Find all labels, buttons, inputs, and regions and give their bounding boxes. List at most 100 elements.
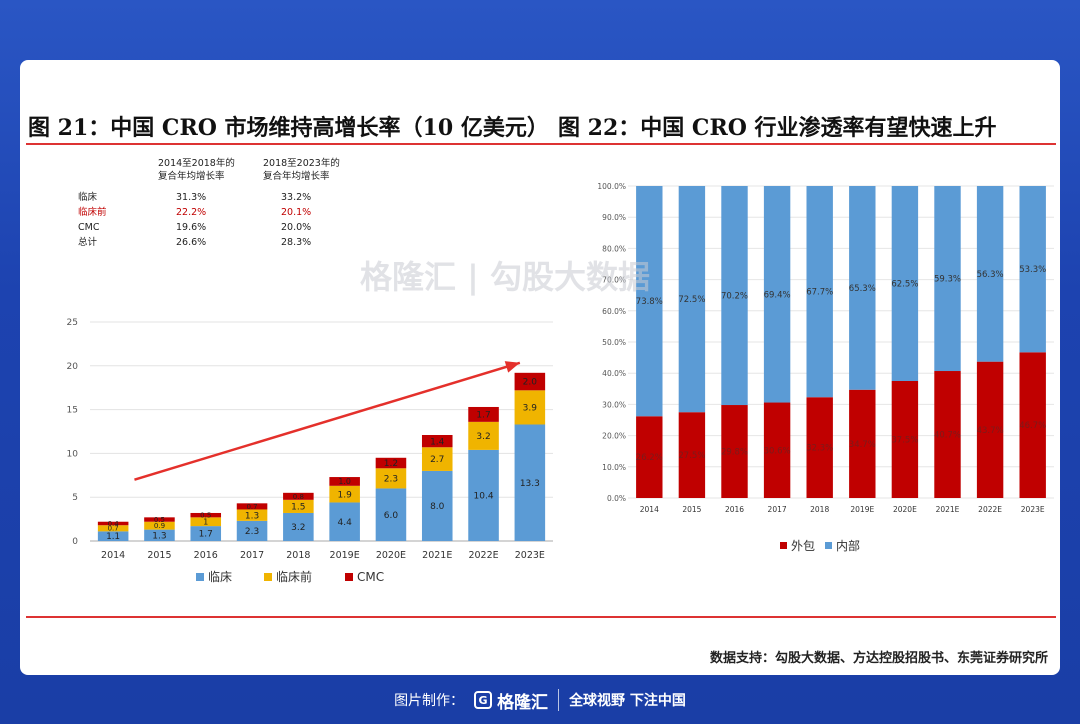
bar-segment — [976, 186, 1004, 362]
bar-segment — [1019, 352, 1046, 498]
x-tick-label: 2022E — [978, 505, 1002, 514]
cagr-value: 26.6% — [176, 237, 206, 248]
cagr-value: 33.2% — [281, 192, 311, 203]
y-tick-label: 30.0% — [602, 400, 626, 409]
bar-data-label: 2.0 — [523, 378, 538, 388]
y-tick-label: 40.0% — [602, 369, 626, 378]
bar-data-label: 43.7% — [977, 426, 1004, 436]
legend-swatch — [825, 542, 832, 549]
bar-segment — [190, 517, 222, 527]
left-chart-title: 图 21：中国 CRO 市场维持高增长率（10 亿美元） — [28, 115, 549, 141]
bar-data-label: 0.5 — [200, 512, 211, 520]
bar-data-label: 0.9 — [154, 521, 165, 530]
bar-data-label: 1 — [203, 517, 208, 526]
y-tick-label: 70.0% — [602, 276, 626, 285]
x-tick-label: 2014 — [640, 505, 659, 514]
y-tick-label: 80.0% — [602, 244, 626, 253]
bar-data-label: 1.1 — [106, 532, 120, 542]
bar-segment — [934, 186, 961, 372]
legend-swatch — [780, 542, 787, 549]
bar-segment — [329, 477, 360, 486]
y-tick-label: 0.0% — [607, 494, 626, 503]
x-tick-label: 2019E — [850, 505, 874, 514]
bar-segment — [514, 372, 546, 391]
bar-segment — [236, 503, 268, 510]
bar-segment — [468, 421, 499, 450]
report-card: 图 21：中国 CRO 市场维持高增长率（10 亿美元） 图 22：中国 CRO… — [20, 60, 1060, 675]
x-tick-label: 2021E — [422, 550, 452, 561]
title-divider — [26, 143, 1056, 145]
bar-segment — [144, 529, 175, 541]
bar-segment — [421, 470, 453, 541]
bar-data-label: 1.2 — [384, 459, 398, 469]
cagr-row-label: CMC — [78, 222, 100, 233]
x-tick-label: 2019E — [330, 550, 360, 561]
bar-segment — [97, 521, 129, 526]
legend-swatch — [196, 573, 204, 581]
bar-data-label: 1.4 — [430, 437, 445, 447]
y-tick-label: 90.0% — [602, 213, 626, 222]
bar-data-label: 3.2 — [291, 523, 305, 533]
legend-label: 临床前 — [276, 569, 312, 584]
bar-segment — [891, 381, 919, 498]
bar-data-label: 70.2% — [721, 292, 748, 302]
bar-segment — [236, 520, 268, 541]
bar-segment — [721, 186, 748, 406]
bar-data-label: 72.5% — [678, 295, 705, 305]
y-tick-label: 20.0% — [602, 432, 626, 441]
bar-data-label: 4.4 — [337, 518, 352, 528]
cagr-value: 20.1% — [281, 207, 311, 218]
x-tick-label: 2023E — [515, 550, 545, 561]
legend-label: CMC — [357, 570, 384, 584]
bar-segment — [97, 525, 129, 532]
trend-arrow-line — [134, 361, 521, 481]
penetration-chart: 0.0% 10.0% 20.0% 30.0% 40.0% 50.0% 60.0% 70.0% 8… — [597, 182, 1054, 553]
bar-data-label: 3.2 — [476, 432, 490, 442]
slogan: 全球视野 下注中国 — [569, 693, 686, 709]
bar-data-label: 26.2% — [636, 453, 663, 463]
y-tick-label: 10.0% — [602, 463, 626, 472]
made-by-label: 图片制作： — [394, 693, 465, 709]
watermark: 格隆汇 | 勾股大数据 — [360, 258, 650, 296]
bar-segment — [421, 447, 453, 471]
y-tick-label: 100.0% — [597, 182, 626, 191]
bar-data-label: 13.3 — [520, 479, 540, 489]
trend-arrow-head — [504, 361, 520, 373]
footer-bar: 图片制作： G 格隆汇 全球视野 下注中国 — [0, 688, 1080, 713]
y-tick-label: 5 — [72, 493, 78, 503]
x-tick-label: 2022E — [468, 550, 498, 561]
bar-segment — [678, 186, 706, 413]
x-tick-label: 2016 — [725, 505, 744, 514]
bar-segment — [468, 406, 499, 422]
cagr-value: 31.3% — [176, 192, 206, 203]
bar-segment — [806, 397, 833, 498]
x-tick-label: 2020E — [893, 505, 917, 514]
bar-data-label: 1.0 — [338, 477, 351, 486]
bar-data-label: 46.7% — [1019, 421, 1046, 431]
bar-data-label: 73.8% — [636, 297, 663, 307]
footer-separator — [558, 689, 560, 711]
bar-segment — [144, 521, 175, 530]
brand-logo: G 格隆汇 — [474, 688, 548, 713]
bar-segment — [849, 186, 876, 390]
bar-segment — [468, 449, 499, 541]
y-tick-label: 15 — [67, 406, 78, 416]
cagr-header: 2014至2018年的 — [158, 157, 235, 169]
bar-data-label: 27.5% — [678, 451, 705, 461]
bar-data-label: 0.7 — [246, 503, 257, 511]
bar-data-label: 1.7 — [476, 411, 490, 421]
x-tick-label: 2018 — [286, 550, 310, 561]
bar-data-label: 65.3% — [849, 284, 876, 294]
bar-data-label: 2.3 — [384, 475, 398, 485]
bar-data-label: 2.3 — [245, 527, 259, 537]
bar-data-label: 8.0 — [430, 502, 445, 512]
bar-segment — [514, 424, 546, 541]
legend-label: 临床 — [208, 570, 232, 584]
bar-segment — [678, 412, 706, 498]
cagr-header: 复合年均增长率 — [158, 170, 225, 182]
bar-segment — [190, 526, 222, 541]
y-tick-label: 20 — [67, 362, 79, 372]
x-tick-label: 2018 — [810, 505, 829, 514]
bar-segment — [375, 457, 407, 469]
